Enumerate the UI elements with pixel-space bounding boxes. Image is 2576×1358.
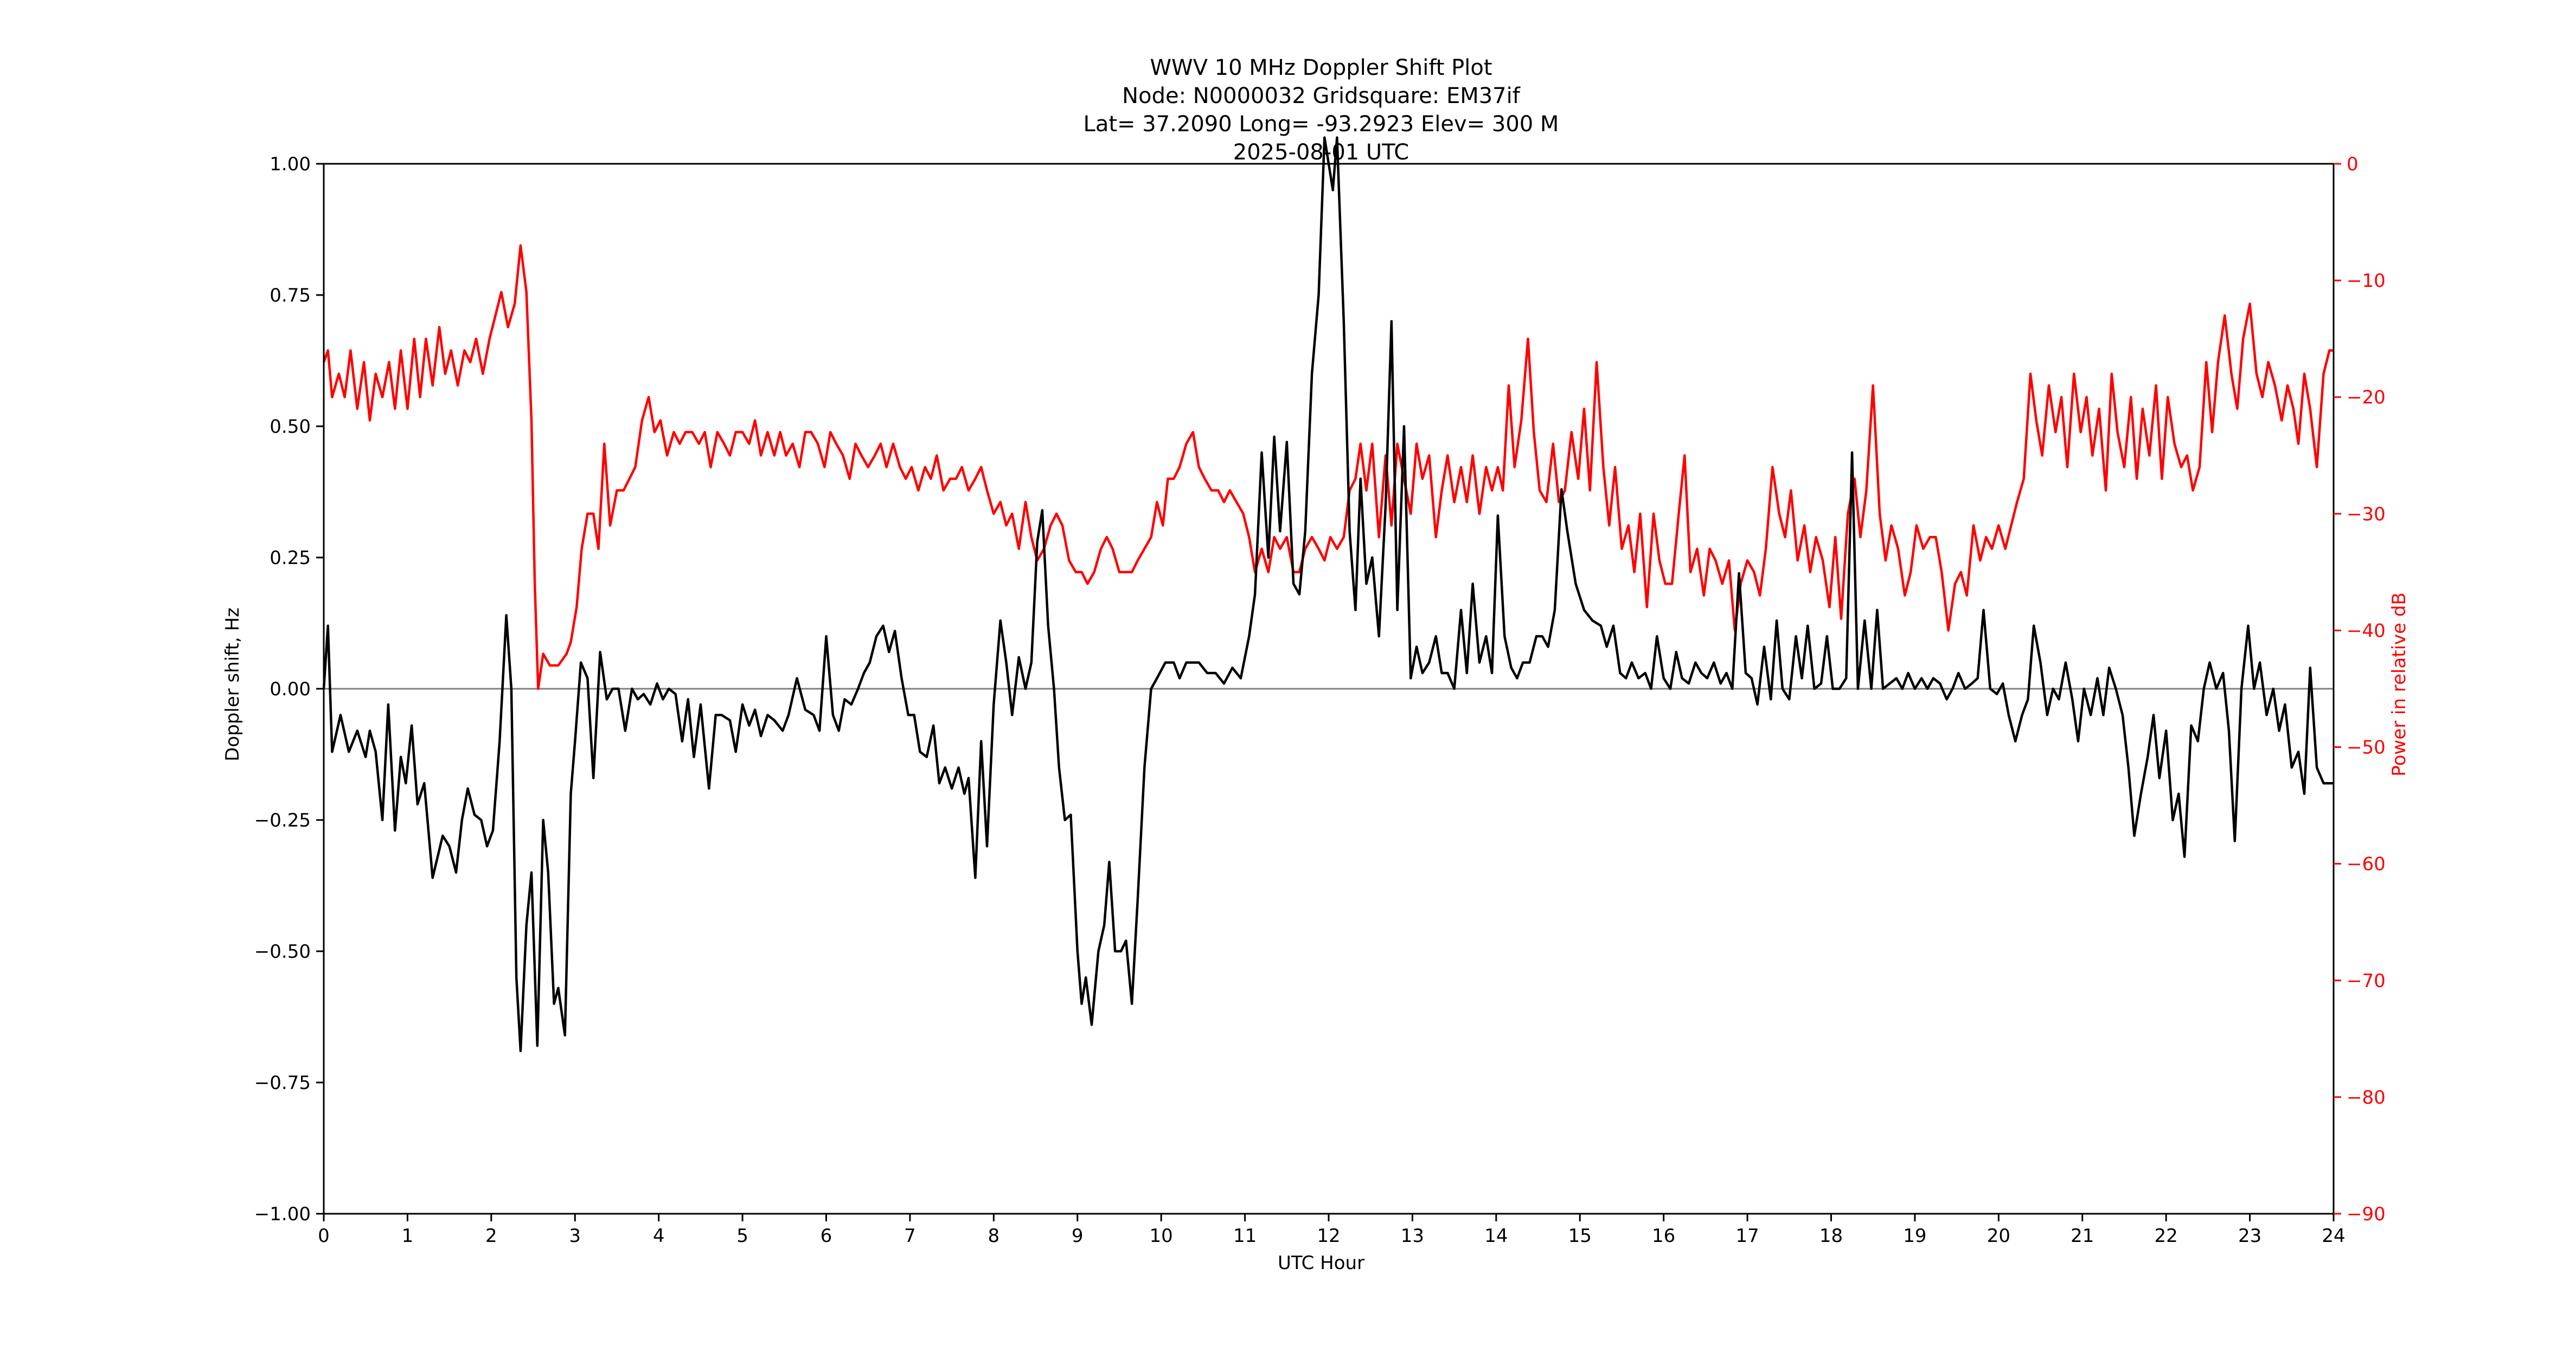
y-left-tick-label: 0.25 (270, 547, 311, 569)
x-tick-label: 22 (2155, 1225, 2178, 1247)
x-tick-label: 18 (1819, 1225, 1843, 1247)
series-group (322, 136, 2334, 1053)
y-left-axis-ticks: 1.00 0.75 0.50 0.25 0.00 −0.25 −0.50 −0.75 −1.00 (254, 153, 324, 1225)
y-right-tick-label: −70 (2347, 970, 2386, 992)
y-right-tick-label: −20 (2347, 387, 2386, 408)
y-right-tick-label: −30 (2347, 503, 2386, 525)
y-left-tick-label: 0.00 (270, 678, 311, 700)
x-tick-label: 11 (1233, 1225, 1257, 1247)
x-tick-label: 15 (1568, 1225, 1592, 1247)
x-tick-label: 1 (402, 1225, 414, 1247)
y-right-tick-label: −40 (2347, 620, 2386, 642)
y-right-tick-label: 0 (2347, 153, 2359, 175)
y-left-tick-label: −0.75 (254, 1072, 311, 1094)
chart-title: WWV 10 MHz Doppler Shift Plot Node: N000… (1084, 55, 1559, 165)
title-line-4: 2025-08-01 UTC (1233, 140, 1409, 165)
x-tick-label: 10 (1150, 1225, 1173, 1247)
x-tick-label: 16 (1652, 1225, 1675, 1247)
y-left-tick-label: 0.50 (270, 416, 311, 438)
x-tick-label: 13 (1401, 1225, 1424, 1247)
y-right-tick-label: −90 (2347, 1203, 2386, 1225)
y-left-tick-label: 1.00 (270, 153, 311, 175)
y-left-tick-label: −0.25 (254, 810, 311, 831)
y-left-axis-label: Doppler shift, Hz (222, 607, 243, 761)
y-right-axis-label: Power in relative dB (2388, 592, 2410, 776)
x-tick-label: 3 (569, 1225, 581, 1247)
y-right-axis-ticks: 0 −10 −20 −30 −40 −50 −60 −70 −80 −90 (2334, 153, 2386, 1225)
y-right-tick-label: −10 (2347, 270, 2386, 292)
x-tick-label: 12 (1317, 1225, 1340, 1247)
y-left-tick-label: −1.00 (254, 1203, 311, 1225)
y-left-tick-label: −0.50 (254, 941, 311, 963)
x-tick-label: 8 (988, 1225, 1000, 1247)
x-tick-label: 5 (736, 1225, 748, 1247)
y-right-tick-label: −50 (2347, 737, 2386, 759)
power-series-line (322, 244, 2334, 690)
y-left-tick-label: 0.75 (270, 285, 311, 306)
x-tick-label: 20 (1987, 1225, 2010, 1247)
x-tick-label: 14 (1484, 1225, 1508, 1247)
x-tick-label: 24 (2322, 1225, 2345, 1247)
x-tick-label: 7 (904, 1225, 916, 1247)
doppler-series-line (322, 136, 2334, 1053)
x-tick-label: 4 (653, 1225, 665, 1247)
x-tick-label: 2 (485, 1225, 497, 1247)
x-tick-label: 21 (2071, 1225, 2094, 1247)
y-right-tick-label: −60 (2347, 854, 2386, 875)
x-tick-label: 17 (1735, 1225, 1759, 1247)
x-axis-ticks: 0 1 2 3 4 5 6 7 8 9 10 11 12 13 14 15 16 17 18 19 20 21 22 23 24 (318, 1214, 2346, 1247)
x-tick-label: 9 (1072, 1225, 1084, 1247)
title-line-3: Lat= 37.2090 Long= -93.2923 Elev= 300 M (1084, 112, 1559, 137)
x-tick-label: 19 (1903, 1225, 1926, 1247)
x-tick-label: 0 (318, 1225, 330, 1247)
title-line-2: Node: N0000032 Gridsquare: EM37if (1122, 84, 1521, 108)
x-axis-label: UTC Hour (1278, 1252, 1364, 1274)
title-line-1: WWV 10 MHz Doppler Shift Plot (1150, 55, 1492, 80)
x-tick-label: 23 (2238, 1225, 2261, 1247)
y-right-tick-label: −80 (2347, 1087, 2386, 1109)
x-tick-label: 6 (821, 1225, 832, 1247)
